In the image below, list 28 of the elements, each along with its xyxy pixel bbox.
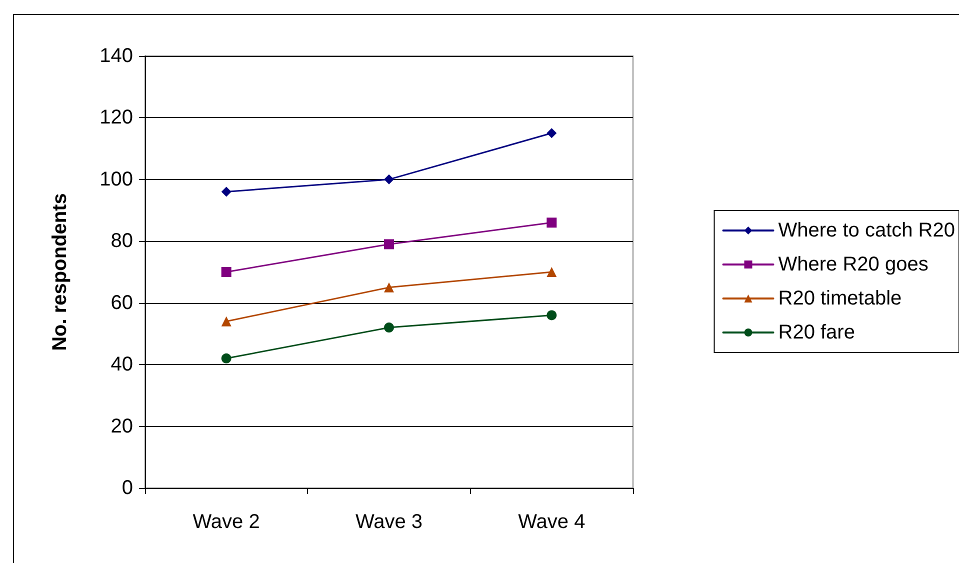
point xyxy=(384,322,394,333)
point xyxy=(221,186,232,197)
point xyxy=(221,267,232,277)
x-tick-label: Wave 2 xyxy=(192,511,260,533)
legend-label: R20 timetable xyxy=(778,288,902,310)
point xyxy=(221,353,232,364)
point xyxy=(546,218,557,228)
y-tick-label: 40 xyxy=(110,354,133,376)
legend-label: Where to catch R20 xyxy=(778,220,955,242)
x-tick-label: Wave 4 xyxy=(518,511,586,533)
y-tick-label: 80 xyxy=(110,230,133,252)
point xyxy=(546,267,557,277)
point xyxy=(546,128,557,138)
y-tick-label: 120 xyxy=(100,106,133,129)
point xyxy=(221,316,232,326)
y-tick-label: 140 xyxy=(100,45,133,67)
point xyxy=(384,282,394,292)
y-axis-title: No. respondents xyxy=(49,193,71,351)
x-tick-label: Wave 3 xyxy=(355,511,423,533)
point xyxy=(546,310,557,320)
point xyxy=(384,174,394,184)
legend-label: Where R20 goes xyxy=(778,254,928,276)
y-tick-label: 0 xyxy=(122,477,133,499)
y-tick-label: 100 xyxy=(100,168,133,190)
y-tick-label: 20 xyxy=(110,415,133,438)
point xyxy=(384,239,394,250)
legend-label: R20 fare xyxy=(778,322,855,344)
y-tick-label: 60 xyxy=(110,292,133,314)
